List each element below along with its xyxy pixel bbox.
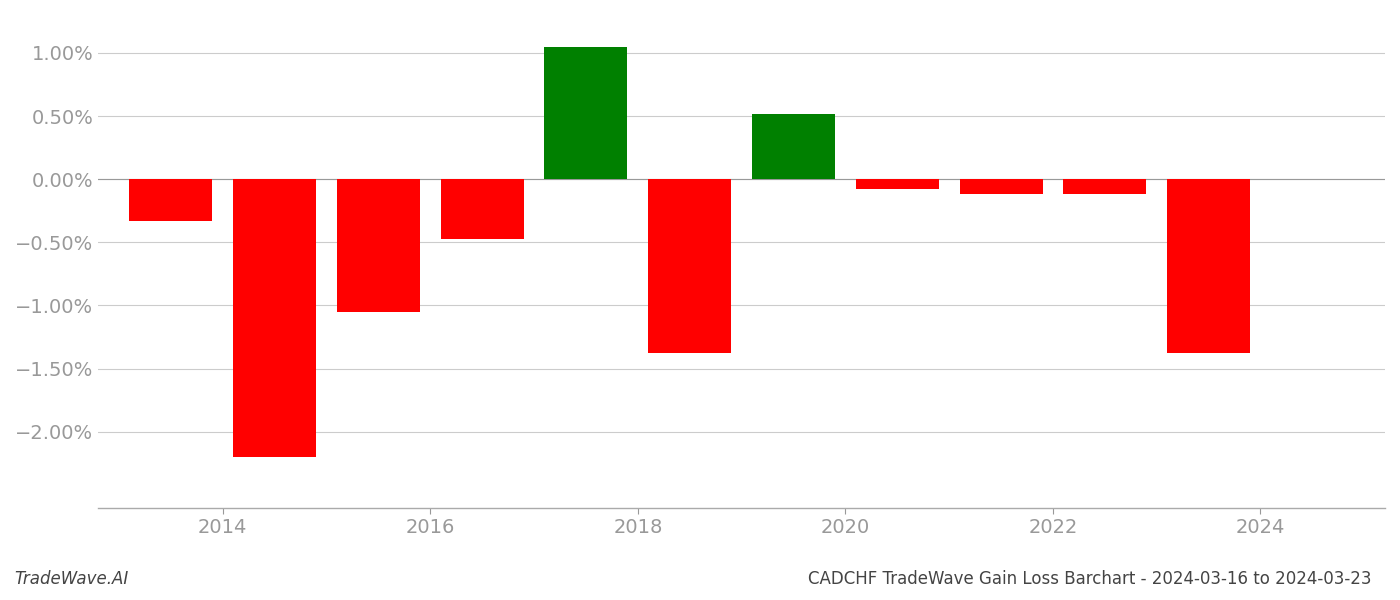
Bar [234, 179, 316, 457]
Bar [752, 113, 834, 179]
Bar [545, 47, 627, 179]
Text: TradeWave.AI: TradeWave.AI [14, 570, 129, 588]
Text: CADCHF TradeWave Gain Loss Barchart - 2024-03-16 to 2024-03-23: CADCHF TradeWave Gain Loss Barchart - 20… [809, 570, 1372, 588]
Bar [855, 179, 939, 189]
Bar [648, 179, 731, 353]
Bar [1168, 179, 1250, 353]
Bar [129, 179, 213, 221]
Bar [441, 179, 524, 239]
Bar [959, 179, 1043, 194]
Bar [337, 179, 420, 312]
Bar [1064, 179, 1147, 194]
